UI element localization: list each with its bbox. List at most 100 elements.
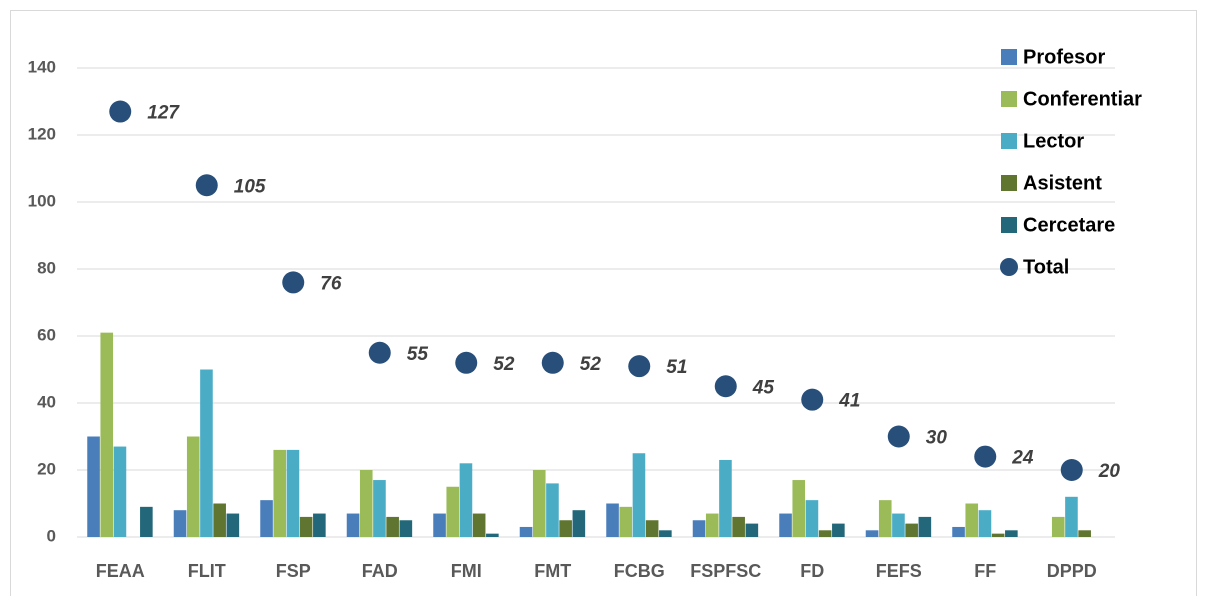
bar	[433, 513, 446, 537]
x-tick-label: FLIT	[188, 561, 226, 581]
bar	[472, 513, 486, 537]
x-tick-label: DPPD	[1047, 561, 1097, 581]
bar	[186, 436, 200, 537]
total-point	[628, 355, 651, 378]
legend-label: Conferentiar	[1023, 88, 1142, 110]
total-point	[714, 375, 737, 398]
bar	[572, 510, 586, 537]
data-label: 55	[407, 344, 429, 365]
bar	[792, 480, 806, 537]
bar	[373, 480, 386, 537]
x-tick-label: FAD	[362, 561, 398, 581]
bar	[546, 483, 559, 537]
bar	[732, 516, 745, 537]
data-label: 51	[666, 357, 687, 378]
bar	[779, 513, 792, 537]
bar	[878, 500, 892, 537]
bar	[359, 470, 373, 537]
bar	[1051, 516, 1065, 537]
total-point	[1060, 459, 1083, 481]
bar	[865, 530, 879, 537]
bar	[140, 506, 153, 537]
legend-swatch	[1001, 133, 1017, 149]
bar	[1078, 530, 1091, 537]
bar	[952, 526, 965, 537]
y-tick-label: 0	[47, 526, 56, 545]
total-point	[801, 388, 824, 411]
y-tick-label: 140	[28, 57, 56, 76]
y-tick-label: 20	[37, 459, 56, 478]
legend-marker	[1000, 258, 1018, 276]
y-tick-label: 40	[37, 392, 56, 411]
data-label: 45	[752, 377, 775, 398]
bar	[918, 516, 932, 537]
bar	[386, 516, 399, 537]
x-tick-label: FD	[800, 561, 824, 581]
total-point	[195, 174, 218, 197]
data-label: 30	[926, 428, 948, 449]
bar	[459, 463, 473, 537]
total-point	[109, 100, 132, 123]
y-tick-label: 100	[28, 191, 56, 210]
bar	[313, 513, 326, 537]
bar	[100, 332, 114, 537]
legend-swatch	[1001, 217, 1017, 233]
bar	[346, 513, 360, 537]
total-point	[455, 351, 478, 374]
total-point	[368, 341, 391, 364]
legend-label: Total	[1023, 256, 1069, 278]
bar	[905, 523, 918, 537]
bar	[978, 510, 992, 537]
bar	[692, 520, 706, 537]
x-tick-label: FEFS	[876, 561, 922, 581]
bar	[87, 436, 100, 537]
bar	[559, 520, 572, 537]
x-tick-label: FSPFSC	[690, 561, 761, 581]
x-tick-label: FSP	[276, 561, 311, 581]
y-tick-label: 120	[28, 124, 56, 143]
data-label: 105	[234, 176, 266, 197]
x-tick-label: FF	[974, 561, 996, 581]
data-label: 52	[493, 354, 515, 375]
bar	[1065, 496, 1078, 537]
bar	[991, 533, 1005, 537]
bar	[606, 503, 619, 537]
legend-swatch	[1001, 91, 1017, 107]
bar	[705, 513, 719, 537]
data-label: 127	[147, 103, 180, 124]
bar	[892, 513, 905, 537]
data-label: 41	[838, 391, 860, 412]
data-label: 76	[320, 273, 342, 294]
bar	[619, 506, 633, 537]
bar	[659, 530, 672, 537]
x-tick-label: FMI	[451, 561, 482, 581]
data-label: 24	[1011, 448, 1034, 469]
bar	[173, 510, 187, 537]
data-label: 20	[1098, 461, 1121, 482]
x-tick-label: FCBG	[614, 561, 665, 581]
bar	[745, 523, 759, 537]
legend-swatch	[1001, 49, 1017, 65]
x-tick-label: FEAA	[96, 561, 145, 581]
legend-label: Lector	[1023, 130, 1084, 152]
total-point	[282, 271, 305, 294]
total-point	[887, 425, 910, 448]
bar	[113, 446, 127, 537]
bar	[200, 369, 213, 537]
total-point	[541, 351, 564, 374]
bar	[213, 503, 226, 537]
bar	[519, 526, 533, 537]
bar	[632, 453, 646, 537]
bar	[260, 500, 273, 537]
bar	[486, 533, 499, 537]
y-tick-label: 80	[37, 258, 56, 277]
bar	[645, 520, 659, 537]
y-tick-label: 60	[37, 325, 56, 344]
bar	[286, 449, 300, 537]
bar	[965, 503, 979, 537]
bar	[818, 530, 832, 537]
bar	[719, 459, 732, 537]
bar	[1005, 530, 1018, 537]
legend-label: Asistent	[1023, 172, 1102, 194]
